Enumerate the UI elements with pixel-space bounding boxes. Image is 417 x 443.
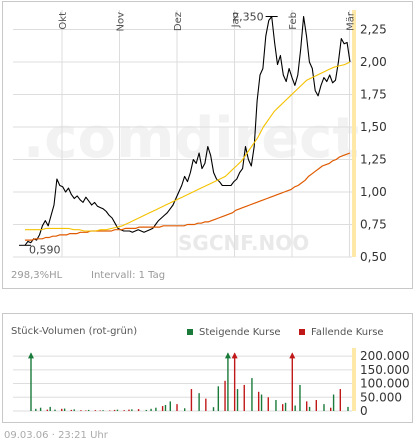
interval-label[interactable]: Intervall: 1 Tag [91, 270, 166, 281]
volume-chart: Stück-Volumen (rot-grün) Steigende Kurse… [11, 326, 410, 418]
series-line-1 [25, 152, 351, 241]
legend-falling: Fallende Kurse [311, 327, 384, 338]
y-tick-label: 1,25 [360, 153, 387, 167]
volume-tick-label: 100.000 [360, 377, 410, 391]
volume-axis-band [352, 348, 356, 411]
volume-title: Stück-Volumen (rot-grün) [11, 326, 137, 337]
low-label: 0,590 [29, 243, 61, 256]
volume-tick-label: 0 [360, 404, 368, 418]
x-tick-label: Feb [288, 12, 299, 30]
y-tick-label: 1,50 [360, 120, 387, 134]
volume-bar-rising-arrow [224, 352, 231, 359]
price-chart: .comdirect SGCNF.NOO 0,50 0,75 1,00 1,25 1,5… [13, 10, 387, 264]
volume-tick-label: 200.000 [360, 349, 410, 363]
y-tick-label: 0,75 [360, 218, 387, 232]
watermark-symbol: SGCNF.NOO [178, 231, 309, 255]
y-axis-band [352, 10, 356, 257]
series-line-2 [25, 61, 351, 232]
watermark-brand: .comdirect [23, 106, 359, 171]
volume-chart-panel: Stück-Volumen (rot-grün) Steigende Kurse… [2, 313, 413, 423]
volume-bar-falling-arrow [231, 352, 238, 359]
change-percent: 298,3%HL [11, 270, 63, 281]
timestamp: 09.03.06 · 23:21 Uhr [4, 430, 108, 441]
volume-bar-rising-arrow [28, 352, 34, 359]
legend-rising: Steigende Kurse [199, 327, 281, 338]
legend-rising-swatch [187, 329, 193, 335]
volume-tick-label: 150.000 [360, 363, 410, 377]
x-tick-label: Mär [346, 11, 357, 31]
volume-tick-label: 50.000 [360, 390, 402, 404]
high-label: 2,350 [232, 11, 264, 24]
y-tick-label: 1,00 [360, 185, 387, 199]
volume-bar-falling-arrow [289, 352, 296, 359]
y-tick-label: 2,25 [360, 23, 387, 37]
y-tick-label: 2,00 [360, 55, 387, 69]
price-chart-panel: .comdirect SGCNF.NOO 0,50 0,75 1,00 1,25 1,5… [2, 1, 413, 289]
x-tick-label: Okt [58, 12, 69, 30]
series-line-0 [24, 15, 351, 246]
x-tick-label: Jan [231, 12, 242, 28]
y-tick-label: 1,75 [360, 88, 387, 102]
legend-falling-swatch [299, 329, 305, 335]
x-tick-label: Dez [173, 12, 184, 31]
y-tick-label: 0,50 [360, 250, 387, 264]
x-tick-label: Nov [116, 12, 127, 32]
